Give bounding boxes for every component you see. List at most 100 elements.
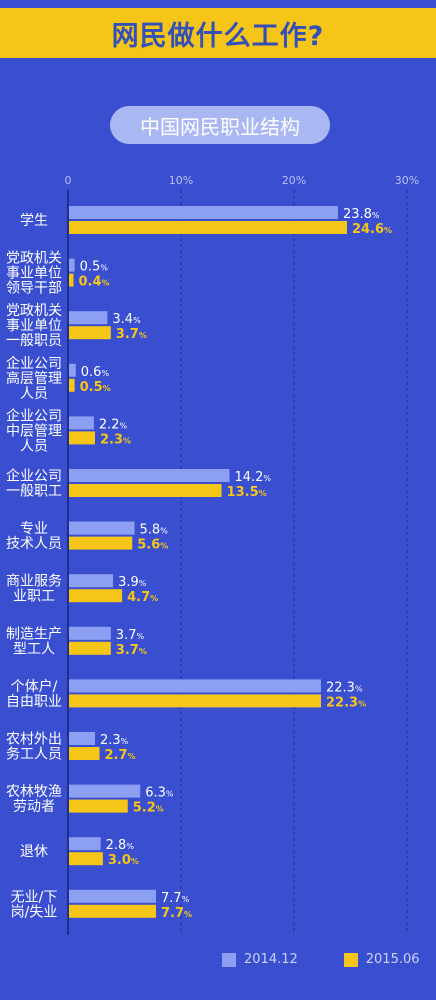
bar-1-series-1 bbox=[69, 273, 74, 287]
data-label-4-series-0: 2.2% bbox=[99, 417, 128, 432]
category-label-9-1: 自由职业 bbox=[6, 694, 62, 710]
bar-1-series-0 bbox=[69, 258, 75, 272]
bar-6-series-0 bbox=[69, 521, 135, 535]
category-label-4-0: 企业公司 bbox=[6, 407, 62, 424]
bar-3-series-0 bbox=[69, 363, 76, 377]
legend-swatch-2014-12 bbox=[222, 952, 236, 967]
bar-6-series-1 bbox=[69, 536, 133, 550]
data-label-7-series-0: 3.9% bbox=[118, 575, 147, 590]
bar-0-series-0 bbox=[69, 206, 338, 219]
bar-10-series-0 bbox=[69, 732, 95, 745]
bar-8-series-0 bbox=[69, 626, 111, 640]
category-label-2-2: 一般职员 bbox=[6, 333, 62, 349]
bar-2-series-0 bbox=[69, 311, 108, 325]
bar-11-series-0 bbox=[69, 784, 141, 798]
bar-12-series-1 bbox=[69, 852, 103, 866]
category-label-10-1: 务工人员 bbox=[6, 747, 62, 763]
data-label-10-series-1: 2.7% bbox=[105, 748, 136, 763]
bar-12-series-0 bbox=[69, 837, 101, 851]
data-label-1-series-1: 0.4% bbox=[79, 275, 110, 290]
category-label-7-0: 商业服务 bbox=[6, 574, 62, 590]
category-label-9-0: 个体户/ bbox=[11, 678, 58, 695]
data-label-13-series-1: 7.7% bbox=[161, 906, 192, 921]
category-label-8-1: 型工人 bbox=[13, 641, 55, 657]
data-label-6-series-0: 5.8% bbox=[140, 523, 169, 538]
bar-9-series-0 bbox=[69, 679, 321, 693]
bar-0-series-1 bbox=[69, 221, 347, 234]
category-label-1-2: 领导干部 bbox=[6, 281, 62, 297]
bar-4-series-1 bbox=[69, 431, 95, 445]
category-label-5-0: 企业公司 bbox=[6, 468, 62, 485]
tick-label-30: 30% bbox=[395, 174, 419, 187]
data-label-7-series-1: 4.7% bbox=[127, 590, 158, 605]
category-label-7-1: 业职工 bbox=[13, 589, 55, 605]
bar-7-series-0 bbox=[69, 574, 114, 588]
bar-10-series-1 bbox=[69, 747, 100, 760]
header-banner: 网民做什么工作? bbox=[0, 8, 436, 58]
data-label-3-series-1: 0.5% bbox=[80, 380, 111, 395]
tick-label-20: 20% bbox=[282, 174, 306, 187]
data-label-5-series-0: 14.2% bbox=[234, 470, 271, 485]
data-label-1-series-0: 0.5% bbox=[80, 260, 109, 275]
chart-title-pill: 中国网民职业结构 bbox=[110, 106, 330, 144]
bar-5-series-0 bbox=[69, 469, 230, 482]
category-label-4-1: 中层管理 bbox=[6, 423, 62, 439]
category-label-0-0: 学生 bbox=[20, 213, 48, 229]
category-label-11-1: 劳动者 bbox=[13, 799, 55, 815]
data-label-0-series-0: 23.8% bbox=[343, 207, 380, 222]
category-label-2-1: 事业单位 bbox=[6, 318, 62, 334]
category-label-1-1: 事业单位 bbox=[6, 266, 62, 282]
data-label-9-series-0: 22.3% bbox=[326, 680, 363, 695]
data-label-10-series-0: 2.3% bbox=[100, 733, 129, 748]
bar-13-series-1 bbox=[69, 904, 157, 918]
bar-8-series-1 bbox=[69, 641, 111, 655]
tick-label-0: 0 bbox=[65, 174, 72, 187]
bar-9-series-1 bbox=[69, 694, 321, 708]
category-label-10-0: 农村外出 bbox=[6, 732, 62, 748]
category-label-4-2: 人员 bbox=[20, 438, 48, 454]
data-label-12-series-0: 2.8% bbox=[106, 838, 135, 853]
page-title: 网民做什么工作? bbox=[111, 20, 325, 52]
legend-swatch-2015-06 bbox=[343, 952, 358, 967]
category-label-3-0: 企业公司 bbox=[6, 355, 62, 372]
data-label-0-series-1: 24.6% bbox=[352, 222, 392, 237]
category-label-3-2: 人员 bbox=[20, 386, 48, 402]
data-label-13-series-0: 7.7% bbox=[161, 891, 190, 906]
chart-title: 中国网民职业结构 bbox=[140, 114, 300, 139]
data-label-3-series-0: 0.6% bbox=[81, 365, 110, 380]
category-label-13-0: 无业/下 bbox=[11, 889, 58, 905]
legend-label-2014-12: 2014.12 bbox=[244, 952, 298, 967]
category-label-2-0: 党政机关 bbox=[6, 303, 62, 319]
data-label-9-series-1: 22.3% bbox=[326, 695, 366, 710]
data-label-6-series-1: 5.6% bbox=[137, 538, 168, 553]
data-label-11-series-1: 5.2% bbox=[133, 801, 164, 816]
data-label-2-series-1: 3.7% bbox=[116, 327, 147, 342]
legend: 2014.12 2015.06 bbox=[222, 952, 420, 967]
data-label-8-series-1: 3.7% bbox=[116, 643, 147, 658]
tick-label-10: 10% bbox=[169, 174, 193, 187]
data-label-11-series-0: 6.3% bbox=[145, 786, 174, 801]
category-label-8-0: 制造生产 bbox=[6, 626, 62, 642]
category-label-3-1: 高层管理 bbox=[6, 370, 62, 387]
category-label-5-1: 一般职工 bbox=[6, 484, 62, 500]
data-label-4-series-1: 2.3% bbox=[100, 432, 131, 447]
category-label-11-0: 农林牧渔 bbox=[6, 784, 62, 800]
category-label-12-0: 退休 bbox=[20, 844, 48, 860]
category-label-6-0: 专业 bbox=[20, 521, 48, 537]
bar-7-series-1 bbox=[69, 589, 123, 603]
category-label-6-1: 技术人员 bbox=[6, 536, 62, 552]
data-label-12-series-1: 3.0% bbox=[108, 853, 139, 868]
bar-5-series-1 bbox=[69, 484, 222, 497]
legend-label-2015-06: 2015.06 bbox=[365, 952, 420, 967]
bar-11-series-1 bbox=[69, 799, 128, 813]
bar-3-series-1 bbox=[69, 378, 75, 392]
category-label-13-1: 岗/失业 bbox=[11, 904, 58, 920]
bar-4-series-0 bbox=[69, 416, 94, 430]
bar-2-series-1 bbox=[69, 326, 111, 340]
data-label-8-series-0: 3.7% bbox=[116, 628, 145, 643]
bar-13-series-0 bbox=[69, 889, 157, 903]
category-label-1-0: 党政机关 bbox=[6, 251, 62, 267]
data-label-5-series-1: 13.5% bbox=[227, 485, 267, 500]
data-label-2-series-0: 3.4% bbox=[112, 312, 141, 327]
